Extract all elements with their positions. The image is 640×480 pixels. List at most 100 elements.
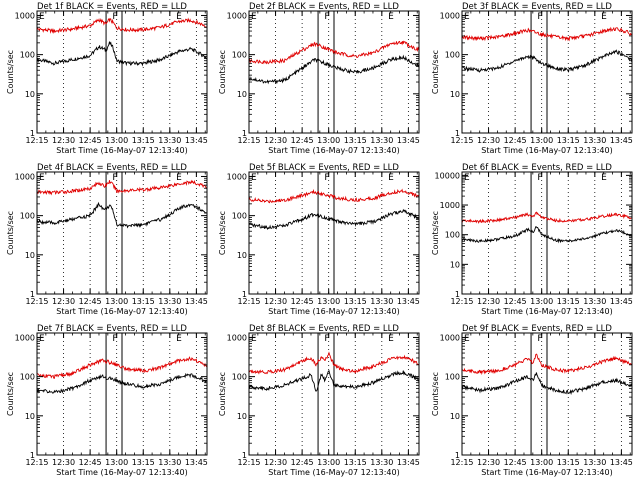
marker-label: E — [601, 334, 607, 344]
x-tick-label: 13:30 — [583, 458, 606, 467]
series-line-lld — [248, 351, 419, 375]
y-tick-label: 10 — [450, 412, 460, 421]
y-tick-label: 10 — [237, 412, 247, 421]
x-tick-label: 12:15 — [237, 136, 260, 145]
series-line-lld — [248, 188, 420, 204]
x-tick-label: 13:45 — [185, 458, 208, 467]
x-tick-label: 13:30 — [370, 136, 393, 145]
plot-frame — [461, 332, 633, 456]
x-tick-label: 13:15 — [344, 458, 367, 467]
y-tick-label: 1000 — [15, 172, 35, 181]
x-tick-label: 12:30 — [52, 458, 75, 467]
y-axis-label: Counts/sec — [218, 50, 227, 94]
x-tick-label: 13:15 — [132, 136, 155, 145]
x-tick-label: 12:45 — [504, 136, 527, 145]
y-tick-label: 1000 — [440, 333, 460, 342]
x-axis-label: Start Time (16-May-07 12:13:40) — [56, 146, 187, 155]
marker-label: E — [601, 173, 607, 183]
panel-title: Det 8f BLACK = Events, RED = LLD — [249, 324, 399, 334]
plot-frame — [36, 10, 208, 134]
y-tick-label: 100 — [232, 212, 247, 221]
x-tick-label: 13:45 — [397, 136, 420, 145]
y-tick-label: 1 — [455, 290, 460, 299]
x-tick-label: 12:30 — [264, 458, 287, 467]
x-tick-label: 13:15 — [344, 136, 367, 145]
marker-label: E — [39, 173, 45, 183]
y-axis-label: Counts/sec — [218, 211, 227, 255]
x-axis-label: Start Time (16-May-07 12:13:40) — [481, 146, 612, 155]
series-line-events — [36, 41, 208, 67]
marker-label: E — [464, 12, 470, 22]
x-tick-label: 12:45 — [291, 297, 314, 306]
marker-label: F — [112, 12, 117, 22]
x-tick-label: 12:30 — [52, 297, 75, 306]
y-tick-label: 100 — [20, 373, 35, 382]
marker-label: F — [324, 334, 329, 344]
series-line-events — [36, 372, 208, 394]
panel-4: 1 10 100 1000 12:15 12:30 12:45 13:00 13:15 13:30… — [6, 163, 208, 316]
panel-3: 1 10 100 1000 12:15 12:30 12:45 13:00 13:15 13:30… — [431, 2, 633, 155]
marker-label: E — [251, 12, 257, 22]
x-tick-label: 12:30 — [477, 136, 500, 145]
series-line-lld — [36, 356, 208, 379]
marker-label: F — [112, 173, 117, 183]
marker-label: E — [601, 12, 607, 22]
x-tick-label: 13:15 — [132, 297, 155, 306]
x-tick-label: 13:30 — [158, 458, 181, 467]
x-tick-label: 13:00 — [105, 136, 128, 145]
y-tick-label: 10 — [450, 260, 460, 269]
marker-label: F — [537, 12, 542, 22]
y-axis-label: Counts/sec — [431, 50, 440, 94]
panel-title: Det 4f BLACK = Events, RED = LLD — [37, 163, 187, 173]
y-tick-label: 10 — [450, 90, 460, 99]
y-tick-label: 100 — [445, 231, 460, 240]
y-tick-label: 1000 — [440, 11, 460, 20]
x-tick-label: 13:00 — [105, 458, 128, 467]
y-tick-label: 100 — [445, 373, 460, 382]
x-tick-label: 13:15 — [344, 297, 367, 306]
y-axis-label: Counts/sec — [6, 211, 15, 255]
x-tick-label: 13:45 — [397, 458, 420, 467]
plot-frame — [461, 171, 633, 295]
series-line-lld — [36, 17, 208, 34]
series-line-events — [461, 226, 633, 244]
y-axis-label: Counts/sec — [6, 50, 15, 94]
panel-title: Det 5f BLACK = Events, RED = LLD — [249, 163, 399, 173]
y-tick-label: 10 — [25, 90, 35, 99]
y-tick-label: 100 — [445, 51, 460, 60]
y-tick-label: 100 — [232, 51, 247, 60]
x-tick-label: 12:30 — [477, 297, 500, 306]
x-tick-label: 12:15 — [237, 297, 260, 306]
x-tick-label: 13:45 — [610, 458, 633, 467]
marker-label: E — [464, 334, 470, 344]
marker-label: E — [464, 173, 470, 183]
panel-8: 1 10 100 1000 12:15 12:30 12:45 13:00 13:15 13:30… — [218, 324, 420, 477]
x-tick-label: 13:15 — [557, 136, 580, 145]
panel-1: 1 10 100 1000 12:15 12:30 12:45 13:00 13:15 13:30… — [6, 2, 208, 155]
x-tick-label: 13:00 — [530, 297, 553, 306]
y-tick-label: 1000 — [15, 333, 35, 342]
y-tick-label: 100 — [20, 212, 35, 221]
y-tick-label: 100 — [232, 373, 247, 382]
marker-label: F — [537, 173, 542, 183]
panel-title: Det 2f BLACK = Events, RED = LLD — [249, 2, 399, 12]
x-tick-label: 13:00 — [317, 297, 340, 306]
x-tick-label: 12:45 — [291, 136, 314, 145]
x-tick-label: 13:45 — [610, 297, 633, 306]
y-tick-label: 1000 — [227, 11, 247, 20]
x-tick-label: 13:00 — [317, 136, 340, 145]
x-axis-label: Start Time (16-May-07 12:13:40) — [268, 146, 399, 155]
plot-frame — [248, 332, 420, 456]
x-tick-label: 13:00 — [105, 297, 128, 306]
x-tick-label: 13:30 — [583, 297, 606, 306]
marker-label: E — [176, 334, 182, 344]
panel-9: 1 10 100 1000 12:15 12:30 12:45 13:00 13:15 13:30… — [431, 324, 633, 477]
y-tick-label: 10 — [237, 90, 247, 99]
marker-label: E — [176, 12, 182, 22]
marker-label: E — [388, 173, 394, 183]
series-line-events — [248, 54, 420, 85]
x-tick-label: 13:45 — [397, 297, 420, 306]
y-tick-label: 10 — [25, 251, 35, 260]
y-tick-label: 1 — [30, 290, 35, 299]
x-tick-label: 12:45 — [79, 136, 102, 145]
